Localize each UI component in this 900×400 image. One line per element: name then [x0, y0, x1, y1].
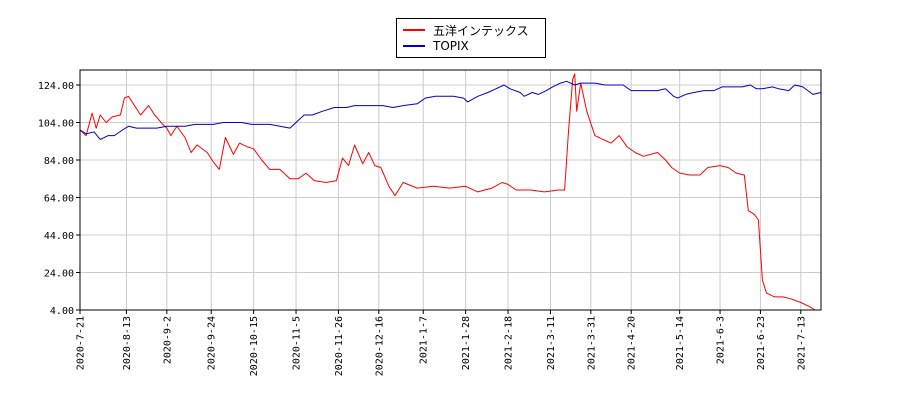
- plot-frame: [79, 69, 822, 311]
- x-tick-label: 2020-10-15: [249, 316, 260, 376]
- x-tick-label: 2020-11-5: [292, 316, 303, 370]
- x-tick-label: 2020-11-26: [334, 316, 345, 376]
- x-tick-label: 2020-12-16: [374, 316, 385, 376]
- legend-swatch-red: [403, 29, 425, 31]
- legend-label: TOPIX: [433, 39, 469, 53]
- y-tick-label: 24.00: [44, 269, 74, 280]
- y-tick-label: 64.00: [44, 194, 74, 205]
- x-tick-label: 2020-8-13: [122, 316, 133, 370]
- legend: 五洋インテックス TOPIX: [396, 18, 546, 58]
- x-tick-label: 2020-9-24: [207, 316, 218, 370]
- series-lines: [79, 73, 822, 311]
- x-tick-label: 2021-3-11: [546, 316, 557, 370]
- legend-label: 五洋インテックス: [433, 23, 529, 38]
- y-tick-label: 44.00: [44, 231, 74, 242]
- series-line-1: [79, 80, 822, 140]
- y-tick-label: 4.00: [50, 306, 74, 317]
- x-tick-label: 2020-9-2: [162, 316, 173, 364]
- x-tick-label: 2021-1-7: [419, 316, 430, 364]
- series-line-0: [79, 73, 821, 311]
- y-tick-label: 84.00: [44, 156, 74, 167]
- x-tick-label: 2021-7-13: [796, 316, 807, 370]
- y-axis: 124.00 104.00 84.00 64.00 44.00 24.00 4.00: [38, 81, 80, 317]
- x-axis: 2020-7-21 2020-8-13 2020-9-2 2020-9-24 2020-…: [76, 310, 807, 376]
- x-tick-label: 2021-4-20: [627, 316, 638, 370]
- x-tick-label: 2021-6-3: [716, 316, 727, 364]
- y-tick-label: 124.00: [38, 81, 74, 92]
- legend-item-series-0: 五洋インテックス: [403, 22, 529, 38]
- x-tick-label: 2021-1-28: [461, 316, 472, 370]
- x-tick-label: 2020-7-21: [76, 316, 87, 370]
- x-tick-label: 2021-6-23: [756, 316, 767, 370]
- y-tick-label: 104.00: [38, 119, 74, 130]
- x-tick-label: 2021-3-31: [586, 316, 597, 370]
- x-tick-label: 2021-2-18: [504, 316, 515, 370]
- legend-swatch-blue: [403, 45, 425, 47]
- grid-lines: [79, 70, 821, 311]
- x-tick-label: 2021-5-14: [675, 316, 686, 370]
- legend-item-series-1: TOPIX: [403, 38, 469, 54]
